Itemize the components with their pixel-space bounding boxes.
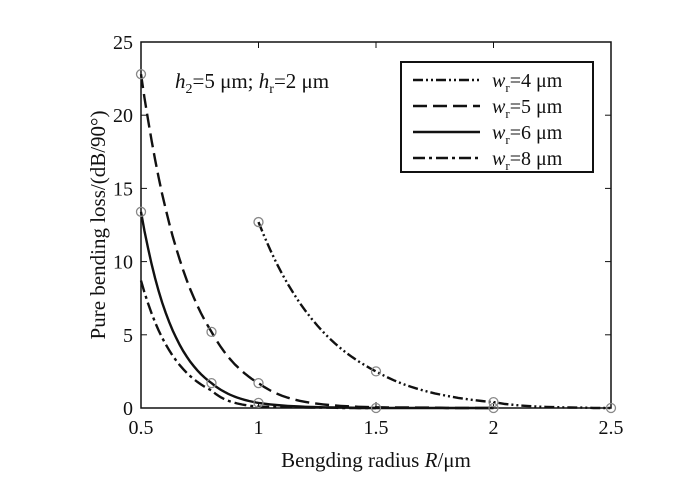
data-point-marker xyxy=(370,402,382,414)
data-point-marker xyxy=(605,402,617,414)
y-tick-label: 25 xyxy=(113,32,133,54)
x-axis-label: Bengding radius R/μm xyxy=(281,448,471,472)
series-line-2 xyxy=(139,211,494,410)
y-axis-label: Pure bending loss/(dB/90°) xyxy=(86,111,110,340)
data-point-marker xyxy=(253,397,264,409)
y-tick-label: 15 xyxy=(113,178,133,200)
y-tick-label: 10 xyxy=(113,252,133,274)
data-point-marker xyxy=(253,216,264,228)
x-tick-label: 1.5 xyxy=(364,417,389,439)
series-line-0 xyxy=(257,221,611,410)
data-point-marker xyxy=(135,69,147,80)
data-point-marker xyxy=(206,326,217,338)
data-point-marker xyxy=(488,396,499,408)
x-tick-label: 2.5 xyxy=(599,417,624,439)
data-point-marker xyxy=(206,377,217,389)
x-tick-label: 1 xyxy=(254,417,264,439)
y-tick-label: 5 xyxy=(123,325,133,347)
series-line-3 xyxy=(139,280,376,410)
data-point-marker xyxy=(135,206,147,217)
data-point-marker xyxy=(488,402,499,414)
parameter-annotation: h2=5 μm; hr=2 μm xyxy=(175,69,329,97)
data-point-marker xyxy=(370,366,382,377)
x-tick-label: 2 xyxy=(489,417,499,439)
legend-label-1: wr=5 μm xyxy=(492,96,563,121)
legend-label-0: wr=4 μm xyxy=(492,70,563,95)
y-tick-label: 20 xyxy=(113,105,133,127)
y-tick-label: 0 xyxy=(123,398,133,420)
data-point-marker xyxy=(253,377,264,389)
legend-label-2: wr=6 μm xyxy=(492,122,563,147)
legend-label-3: wr=8 μm xyxy=(492,148,563,173)
x-tick-label: 0.5 xyxy=(129,417,154,439)
